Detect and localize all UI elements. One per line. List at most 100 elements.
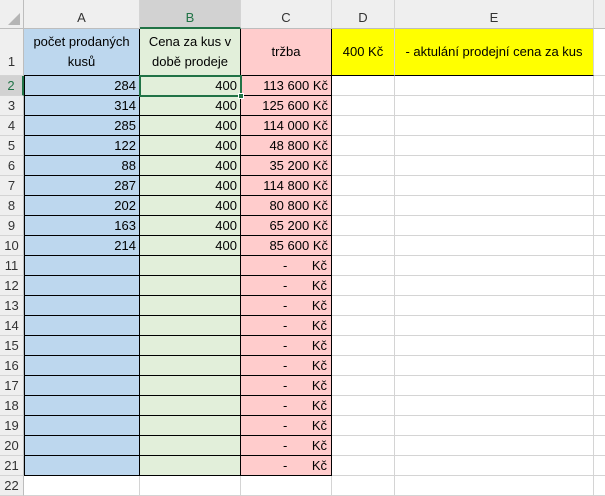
- cell-e17[interactable]: [395, 376, 594, 396]
- cell-f20[interactable]: [594, 436, 605, 456]
- cell-b1[interactable]: Cena za kus v době prodeje: [140, 29, 241, 76]
- cell-d4[interactable]: [332, 116, 395, 136]
- row-header-9[interactable]: 9: [0, 216, 24, 236]
- cell-d5[interactable]: [332, 136, 395, 156]
- cell-b13[interactable]: [140, 296, 241, 316]
- cell-e7[interactable]: [395, 176, 594, 196]
- cell-a9[interactable]: 163: [24, 216, 140, 236]
- cell-c4[interactable]: 114 000 Kč: [241, 116, 332, 136]
- column-header-a[interactable]: A: [24, 0, 140, 29]
- column-header-d[interactable]: D: [332, 0, 395, 29]
- row-header-16[interactable]: 16: [0, 356, 24, 376]
- cell-e6[interactable]: [395, 156, 594, 176]
- cell-b5[interactable]: 400: [140, 136, 241, 156]
- cell-c21[interactable]: - Kč: [241, 456, 332, 476]
- cell-a18[interactable]: [24, 396, 140, 416]
- cell-a13[interactable]: [24, 296, 140, 316]
- row-header-15[interactable]: 15: [0, 336, 24, 356]
- row-header-14[interactable]: 14: [0, 316, 24, 336]
- cell-f14[interactable]: [594, 316, 605, 336]
- cell-e14[interactable]: [395, 316, 594, 336]
- column-header-c[interactable]: C: [241, 0, 332, 29]
- cell-b19[interactable]: [140, 416, 241, 436]
- cell-a16[interactable]: [24, 356, 140, 376]
- row-header-3[interactable]: 3: [0, 96, 24, 116]
- cell-f21[interactable]: [594, 456, 605, 476]
- cell-f10[interactable]: [594, 236, 605, 256]
- cell-d16[interactable]: [332, 356, 395, 376]
- cell-a7[interactable]: 287: [24, 176, 140, 196]
- cell-d3[interactable]: [332, 96, 395, 116]
- cell-f19[interactable]: [594, 416, 605, 436]
- row-header-12[interactable]: 12: [0, 276, 24, 296]
- column-header-b[interactable]: B: [140, 0, 241, 29]
- cell-a2[interactable]: 284: [24, 76, 140, 96]
- cell-e11[interactable]: [395, 256, 594, 276]
- cell-a17[interactable]: [24, 376, 140, 396]
- cell-e3[interactable]: [395, 96, 594, 116]
- cell-a15[interactable]: [24, 336, 140, 356]
- row-header-17[interactable]: 17: [0, 376, 24, 396]
- cell-f11[interactable]: [594, 256, 605, 276]
- cell-e5[interactable]: [395, 136, 594, 156]
- row-header-19[interactable]: 19: [0, 416, 24, 436]
- cell-d2[interactable]: [332, 76, 395, 96]
- cell-f17[interactable]: [594, 376, 605, 396]
- cell-f13[interactable]: [594, 296, 605, 316]
- cell-b4[interactable]: 400: [140, 116, 241, 136]
- cell-c10[interactable]: 85 600 Kč: [241, 236, 332, 256]
- row-header-20[interactable]: 20: [0, 436, 24, 456]
- cell-b22[interactable]: [140, 476, 241, 496]
- cell-d14[interactable]: [332, 316, 395, 336]
- cell-d7[interactable]: [332, 176, 395, 196]
- cell-c15[interactable]: - Kč: [241, 336, 332, 356]
- column-header-e[interactable]: E: [395, 0, 594, 29]
- row-header-5[interactable]: 5: [0, 136, 24, 156]
- cell-b7[interactable]: 400: [140, 176, 241, 196]
- cell-d8[interactable]: [332, 196, 395, 216]
- cell-d9[interactable]: [332, 216, 395, 236]
- cell-e9[interactable]: [395, 216, 594, 236]
- cell-a10[interactable]: 214: [24, 236, 140, 256]
- cell-e12[interactable]: [395, 276, 594, 296]
- cell-d12[interactable]: [332, 276, 395, 296]
- cell-c12[interactable]: - Kč: [241, 276, 332, 296]
- cell-f9[interactable]: [594, 216, 605, 236]
- cell-b9[interactable]: 400: [140, 216, 241, 236]
- cell-c20[interactable]: - Kč: [241, 436, 332, 456]
- cell-c11[interactable]: - Kč: [241, 256, 332, 276]
- cell-a3[interactable]: 314: [24, 96, 140, 116]
- cell-a19[interactable]: [24, 416, 140, 436]
- cell-c8[interactable]: 80 800 Kč: [241, 196, 332, 216]
- cell-b18[interactable]: [140, 396, 241, 416]
- cell-c16[interactable]: - Kč: [241, 356, 332, 376]
- cell-c19[interactable]: - Kč: [241, 416, 332, 436]
- cell-e20[interactable]: [395, 436, 594, 456]
- cell-f8[interactable]: [594, 196, 605, 216]
- cell-a21[interactable]: [24, 456, 140, 476]
- cell-e13[interactable]: [395, 296, 594, 316]
- cell-a4[interactable]: 285: [24, 116, 140, 136]
- cell-c13[interactable]: - Kč: [241, 296, 332, 316]
- cell-d10[interactable]: [332, 236, 395, 256]
- cell-f4[interactable]: [594, 116, 605, 136]
- row-header-18[interactable]: 18: [0, 396, 24, 416]
- cell-d6[interactable]: [332, 156, 395, 176]
- cell-b21[interactable]: [140, 456, 241, 476]
- row-header-11[interactable]: 11: [0, 256, 24, 276]
- cell-d11[interactable]: [332, 256, 395, 276]
- row-header-6[interactable]: 6: [0, 156, 24, 176]
- cell-a8[interactable]: 202: [24, 196, 140, 216]
- fill-handle[interactable]: [238, 93, 244, 99]
- cell-f2[interactable]: [594, 76, 605, 96]
- cell-f15[interactable]: [594, 336, 605, 356]
- cell-c5[interactable]: 48 800 Kč: [241, 136, 332, 156]
- cell-c3[interactable]: 125 600 Kč: [241, 96, 332, 116]
- cell-f7[interactable]: [594, 176, 605, 196]
- cell-e10[interactable]: [395, 236, 594, 256]
- cell-d15[interactable]: [332, 336, 395, 356]
- cell-b2[interactable]: 400: [140, 76, 241, 96]
- cell-e19[interactable]: [395, 416, 594, 436]
- cell-a12[interactable]: [24, 276, 140, 296]
- row-header-13[interactable]: 13: [0, 296, 24, 316]
